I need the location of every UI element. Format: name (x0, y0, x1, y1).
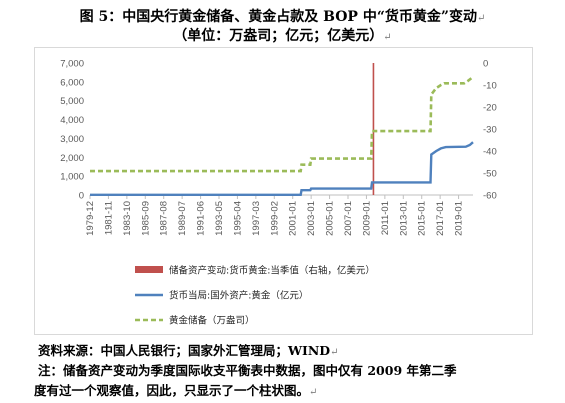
footnote-line-2: 度有过一个观察值，因此，只显示了一个柱状图。↵ (34, 383, 318, 398)
y-left-tick-label: 4,000 (60, 115, 84, 126)
x-tick-label: 1993-05 (214, 201, 225, 236)
x-tick-label: 2001-01 (288, 201, 299, 236)
y-right-tick-label: -20 (483, 103, 497, 114)
x-tick-label: 1979-12 (85, 201, 96, 236)
y-right-tick-label: -30 (483, 125, 497, 136)
axes: 1979-12 1981-11 1983-10 1985-09 1987-08 1989-… (60, 59, 497, 236)
legend-label: 黄金储备（万盎司） (169, 315, 255, 327)
chart-title: 图 5：中国央行黄金储备、黄金占款及 BOP 中“货币黄金”变动↵ (79, 9, 486, 25)
x-tick-label: 2009-01 (361, 201, 372, 236)
x-tick-label: 2015-01 (417, 201, 428, 236)
y-right-tick-label: -60 (483, 191, 497, 202)
y-right-tick-label: -50 (483, 169, 497, 180)
series-layer (90, 63, 474, 196)
return-mark: ↵ (383, 32, 392, 43)
x-tick-label: 1999-02 (269, 201, 280, 236)
y-left-tick-label: 1,000 (60, 172, 84, 183)
x-tick-label: 1985-09 (140, 201, 151, 236)
return-mark: ↵ (309, 387, 318, 398)
x-tick-label: 1981-11 (103, 201, 114, 235)
bar-gold-reserve-change (372, 63, 375, 195)
line-gold-reserve (90, 75, 474, 173)
x-tick-label: 2017-01 (435, 201, 446, 236)
legend-label: 储备资产变动:货币黄金:当季值（右轴，亿美元） (169, 265, 375, 277)
x-tick-label: 1983-10 (122, 201, 133, 236)
x-tick-label: 2011-01 (380, 201, 391, 235)
return-mark: ↵ (330, 347, 339, 358)
y-left-tick-label: 7,000 (60, 59, 84, 70)
legend: 储备资产变动:货币黄金:当季值（右轴，亿美元） 货币当局:国外资产:黄金（亿元） 黄… (135, 265, 375, 327)
chart-frame (34, 47, 533, 335)
x-tick-label: 1989-07 (177, 201, 188, 236)
footnote-line-1: 注：储备资产变动为季度国际收支平衡表中数据，图中仅有 2009 年第二季 (38, 363, 457, 378)
y-left-tick-label: 0 (79, 191, 84, 202)
y-right-tick-label: 0 (483, 59, 488, 70)
x-tick-label: 1995-04 (232, 201, 243, 236)
legend-label: 货币当局:国外资产:黄金（亿元） (169, 290, 308, 302)
y-left-tick-label: 3,000 (60, 134, 84, 145)
x-tick-label: 2019-01 (454, 201, 465, 236)
x-tick-label: 2007-01 (343, 201, 354, 236)
y-left-tick-label: 2,000 (60, 153, 84, 164)
y-left-tick-label: 6,000 (60, 77, 84, 88)
y-left-tick-label: 5,000 (60, 96, 84, 107)
x-tick-label: 1987-08 (159, 201, 170, 236)
line-gold-assets (90, 141, 474, 196)
source-note: 资料来源：中国人民银行；国家外汇管理局；WIND↵ (38, 343, 339, 358)
x-tick-label: 1991-06 (196, 201, 207, 236)
x-tick-label: 2005-01 (325, 201, 336, 236)
x-tick-label: 2013-01 (398, 201, 409, 236)
y-right-tick-label: -40 (483, 147, 497, 158)
chart-subtitle: （单位：万盎司；亿元；亿美元）↵ (173, 28, 392, 44)
legend-swatch-bar (135, 266, 163, 273)
return-mark: ↵ (476, 13, 486, 24)
x-tick-label: 1997-03 (251, 201, 262, 236)
y-right-tick-label: -10 (483, 81, 497, 92)
x-tick-label: 2003-01 (306, 201, 317, 236)
